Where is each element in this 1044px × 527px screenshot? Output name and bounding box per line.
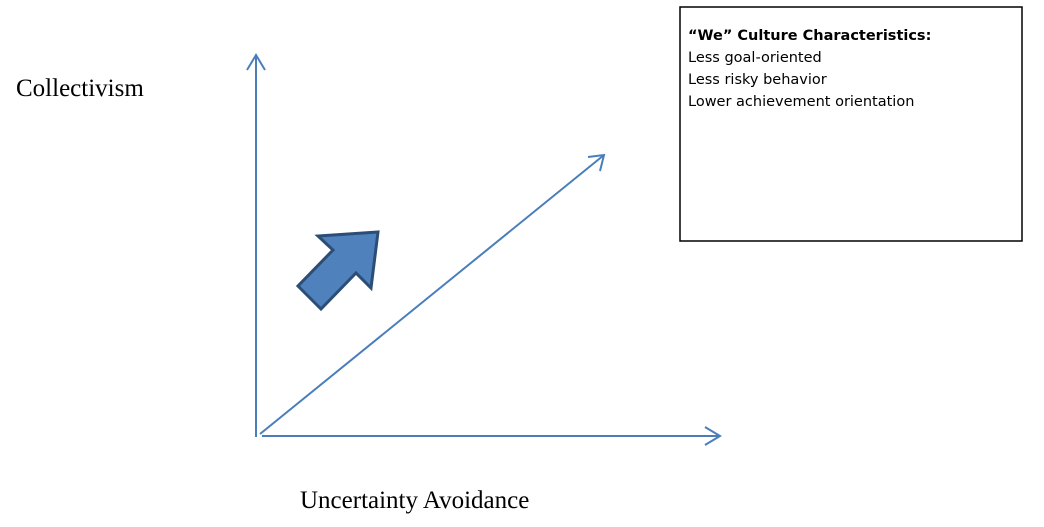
diagonal-arrowhead — [587, 153, 606, 172]
box-item: Lower achievement orientation — [688, 94, 914, 110]
box-item: Less risky behavior — [688, 72, 827, 88]
axes — [246, 53, 722, 446]
box-title: “We” Culture Characteristics: — [688, 28, 931, 44]
x-arrowhead — [704, 426, 722, 446]
diagonal-axis — [259, 154, 605, 435]
y-arrowhead — [246, 53, 266, 71]
info-box — [679, 6, 1023, 242]
box-item: Less goal-oriented — [688, 50, 822, 66]
x-axis-label: Uncertainty Avoidance — [300, 487, 529, 514]
block-arrow — [295, 230, 380, 312]
y-axis-label: Collectivism — [16, 75, 144, 102]
